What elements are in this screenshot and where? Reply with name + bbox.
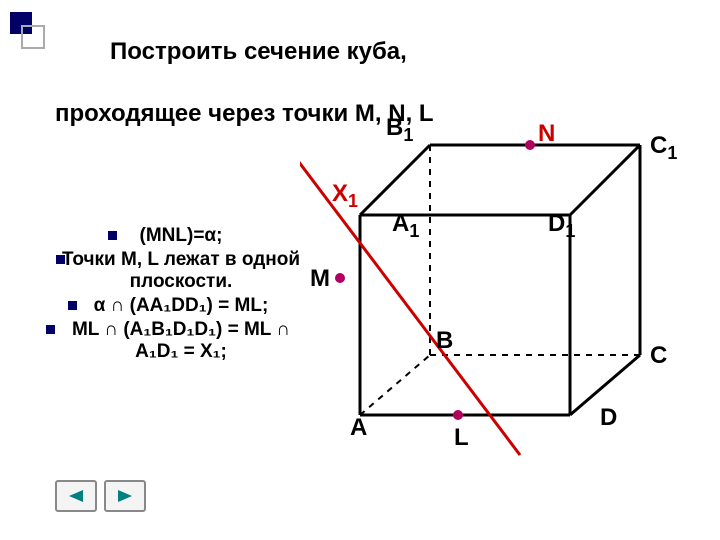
bullet-text: α ∩ (AA₁DD₁) = ML; — [94, 295, 269, 316]
bullet-text: Точки M, L лежат в одной плоскости. — [62, 249, 300, 292]
nav-prev-button[interactable] — [55, 480, 97, 512]
bullet-item: α ∩ (AA₁DD₁) = ML; — [30, 295, 310, 317]
triangle-left-icon — [67, 489, 85, 503]
title-line-1: Построить сечение куба, — [110, 38, 407, 66]
vertex-label: A — [350, 414, 367, 442]
vertex-label: D — [600, 404, 617, 432]
bullet-icon — [56, 255, 65, 264]
bullet-icon — [108, 231, 117, 240]
bullet-icon — [46, 325, 55, 334]
vertex-label: A1 — [392, 210, 419, 242]
decor-squares — [10, 12, 50, 57]
bullet-item: ML ∩ (A₁B₁D₁D₁) = ML ∩ A₁D₁ = X₁; — [30, 319, 310, 363]
bullet-text: (MNL)=α; — [140, 225, 223, 246]
bullet-text: ML ∩ (A₁B₁D₁D₁) = ML ∩ A₁D₁ = X₁; — [72, 319, 290, 362]
cube-diagram: A D B C A1 D1 B1 C1 M N L X1 — [300, 115, 700, 475]
bullet-icon — [68, 301, 77, 310]
vertex-label: M — [310, 265, 330, 293]
vertex-label: C1 — [650, 132, 677, 164]
vertex-label: B1 — [386, 114, 413, 146]
vertex-label: C — [650, 342, 667, 370]
bullet-list: (MNL)=α; Точки M, L лежат в одной плоско… — [30, 225, 310, 365]
vertex-label: X1 — [332, 180, 358, 212]
nav-next-button[interactable] — [104, 480, 146, 512]
bullet-item: Точки M, L лежат в одной плоскости. — [30, 249, 310, 293]
triangle-right-icon — [116, 489, 134, 503]
vertex-label: D1 — [548, 210, 575, 242]
vertex-label: B — [436, 327, 453, 355]
vertex-label: L — [454, 424, 469, 452]
vertex-label: N — [538, 120, 555, 148]
bullet-item: (MNL)=α; — [30, 225, 310, 247]
